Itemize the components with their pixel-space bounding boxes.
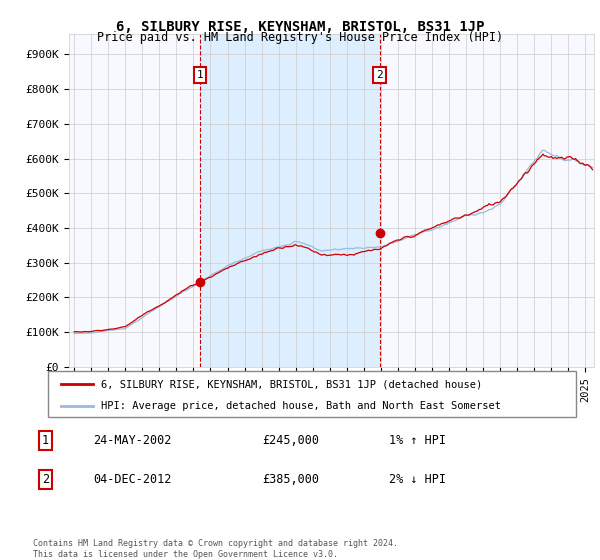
Text: 1% ↑ HPI: 1% ↑ HPI: [389, 434, 446, 447]
Text: 6, SILBURY RISE, KEYNSHAM, BRISTOL, BS31 1JP (detached house): 6, SILBURY RISE, KEYNSHAM, BRISTOL, BS31…: [101, 379, 482, 389]
Text: Price paid vs. HM Land Registry's House Price Index (HPI): Price paid vs. HM Land Registry's House …: [97, 31, 503, 44]
Text: 6, SILBURY RISE, KEYNSHAM, BRISTOL, BS31 1JP: 6, SILBURY RISE, KEYNSHAM, BRISTOL, BS31…: [116, 20, 484, 34]
Text: 1: 1: [197, 70, 203, 80]
Bar: [200, 34, 380, 367]
Text: 2: 2: [42, 473, 49, 486]
Text: 2% ↓ HPI: 2% ↓ HPI: [389, 473, 446, 486]
Text: Contains HM Land Registry data © Crown copyright and database right 2024.
This d: Contains HM Land Registry data © Crown c…: [33, 539, 398, 559]
Text: 1: 1: [42, 434, 49, 447]
Text: £245,000: £245,000: [262, 434, 319, 447]
Text: 04-DEC-2012: 04-DEC-2012: [94, 473, 172, 486]
Text: 24-MAY-2002: 24-MAY-2002: [94, 434, 172, 447]
Text: £385,000: £385,000: [262, 473, 319, 486]
Text: 2: 2: [376, 70, 383, 80]
Text: HPI: Average price, detached house, Bath and North East Somerset: HPI: Average price, detached house, Bath…: [101, 401, 501, 410]
